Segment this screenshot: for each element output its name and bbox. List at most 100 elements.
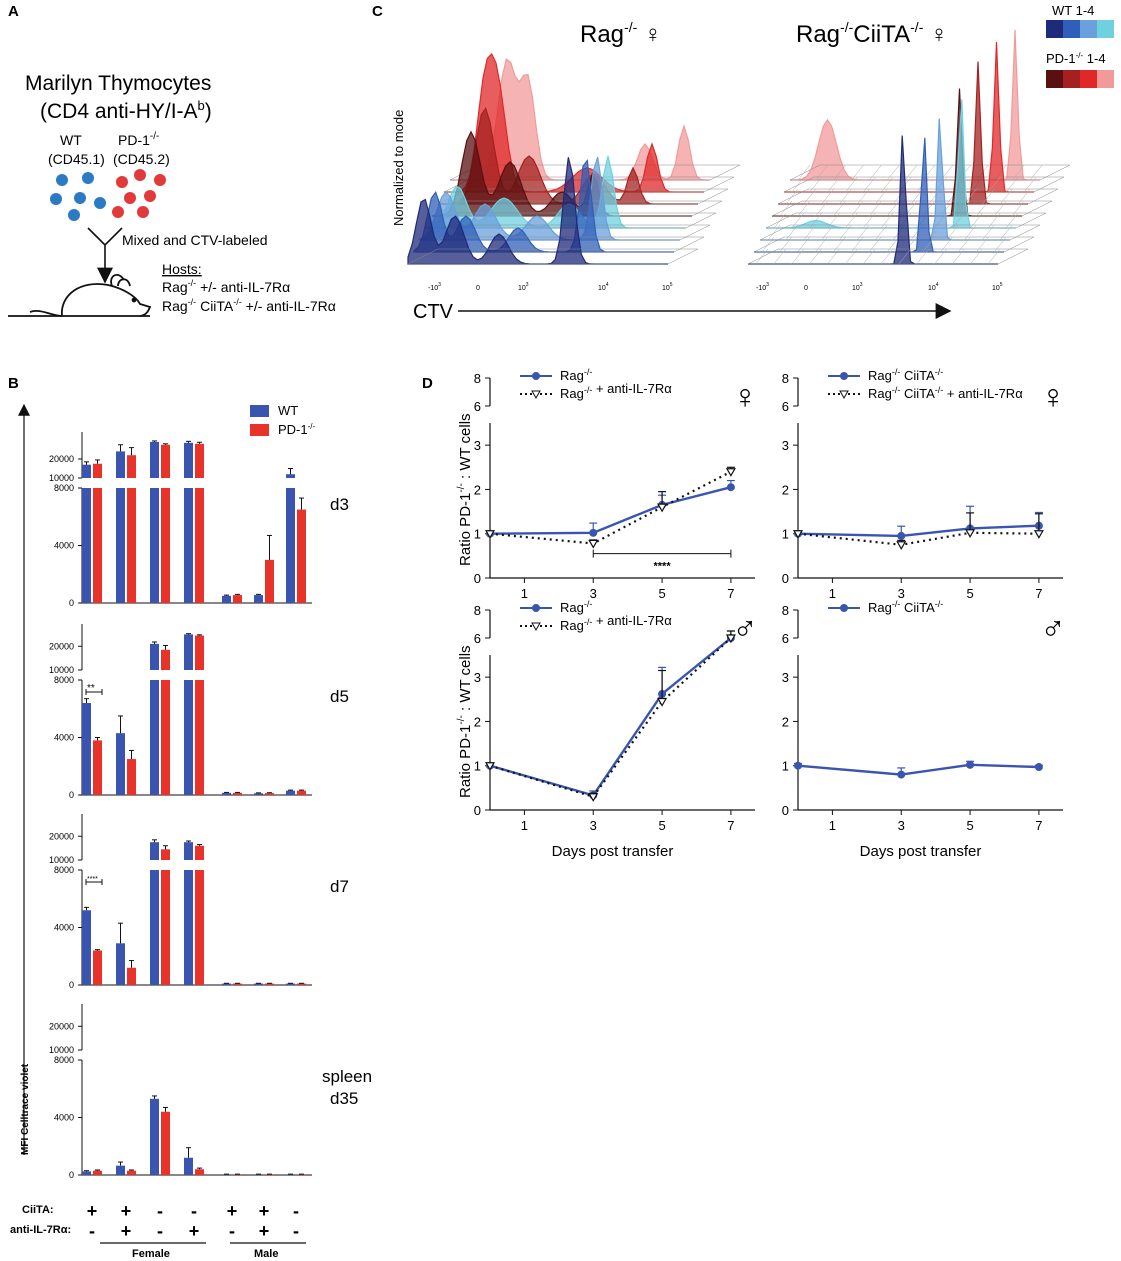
ciita-hatch-8-8	[898, 248, 912, 265]
rag-tick-label-5: 105	[662, 282, 673, 292]
upper-tick-label: 20000	[49, 641, 74, 651]
triangle-point	[792, 530, 804, 539]
ciita-hatch-4-6	[886, 200, 900, 217]
ciita-hatch-5-0	[773, 212, 787, 229]
ciita-hatch-7-1	[779, 236, 793, 253]
wt-bar	[254, 793, 263, 795]
circle-point	[589, 528, 598, 537]
pd1-bar-upper	[195, 845, 204, 860]
line-charts: 0 1 2 3 8 6 1 3 5 7 Ratio PD-1-/- : WT cells ♀ Rag-/…	[456, 367, 1066, 860]
panel-a-title-2: (CD4 anti-HY/I-Ab)	[40, 98, 212, 123]
panel-b-letter: B	[8, 375, 19, 392]
y-break-tick-label: 8	[474, 603, 481, 618]
panel-d-letter: D	[422, 375, 433, 392]
ciita-hatch-6-4	[839, 224, 852, 241]
y-tick-label: 3	[474, 438, 481, 453]
sex-symbol: ♂	[1040, 610, 1066, 648]
upper-tick-label: 20000	[49, 831, 74, 841]
wt-bar-lower	[184, 488, 193, 603]
ciita-hatch-6-3	[821, 224, 834, 241]
panel-d: D 0 1 2 3 8 6 1 3 5 7 Ratio PD-1-/- : WT cells ♀ Rag…	[422, 367, 1066, 860]
triangle-point	[657, 697, 668, 707]
panel-c-title-rag: Rag-/- ♀	[580, 19, 662, 48]
histogram-stack-rag	[407, 52, 741, 265]
pd1-bar	[265, 559, 274, 603]
pd1-marker: (CD45.2)	[113, 151, 170, 167]
wt-bar	[116, 733, 125, 795]
lower-tick-label: 0	[69, 980, 74, 990]
ciita-hatch-1-5	[887, 164, 900, 181]
ciita-hatch-6-0	[767, 224, 781, 241]
rag-tick-label-1: -103	[428, 282, 441, 292]
pd1-bar	[297, 983, 306, 985]
panel-c: C Rag-/- ♀ Rag-/-CiiTA-/- ♀ Normalized t…	[372, 3, 1114, 323]
pd1-bar-upper	[195, 635, 204, 670]
legend-pd1-label: PD-1-/- 1-4	[1046, 51, 1106, 66]
ciita-hatch-6-13	[999, 224, 1013, 241]
triangle-point	[657, 503, 668, 513]
mixing-arrow-icon	[87, 227, 123, 282]
pd1-bar	[265, 1174, 274, 1175]
wt-cells-icon	[50, 172, 106, 221]
lower-tick-label: 8000	[54, 483, 74, 493]
x-tick-label: 5	[966, 586, 973, 601]
ciita-hatch-3-0	[785, 188, 799, 205]
pd1-label: PD-1-/-	[118, 131, 159, 148]
ciita-hatch-7-13	[993, 236, 1007, 253]
ciita-hatch-4-12	[994, 200, 1007, 217]
series-line	[797, 763, 1039, 776]
wt-bar-lower	[184, 680, 193, 795]
wt-bar-lower	[116, 488, 125, 603]
ciita-hatch-8-2	[791, 248, 804, 265]
legend-wt-swatch-3	[1080, 20, 1097, 38]
bar-charts: 20000 10000 8000 4000 0 d3 2000010000800040000…	[49, 432, 372, 1180]
ciita-hatch-3-4	[857, 188, 870, 205]
host-rag-ciita: Rag-/- CiiTA-/- +/- anti-IL-7Rα	[162, 297, 336, 314]
line-chart-1: 0 1 2 3 8 6 1 3 5 7 Ratio PD-1-/- : WT cells ♀ Rag-/…	[456, 367, 758, 601]
y-tick-label: 0	[474, 571, 481, 586]
ciita-hatch-5-3	[827, 212, 840, 229]
mixed-label: Mixed and CTV-labeled	[122, 232, 268, 248]
pd1-bar-lower	[161, 488, 170, 603]
upper-tick-label: 10000	[49, 665, 74, 675]
y-break-tick-label: 6	[474, 399, 481, 414]
wt-bar-upper	[116, 451, 125, 478]
ciita-hatch-4-13	[1011, 200, 1025, 217]
legend-label: Rag-/-	[560, 367, 592, 383]
wt-bar-lower	[286, 488, 295, 603]
panel-b-ylabel: MFI Celltrace violet	[20, 1063, 31, 1155]
triangle-point	[965, 529, 976, 539]
legend-label: Rag-/-	[560, 599, 592, 615]
ciita-hatch-6-11	[964, 224, 977, 241]
ciita-hatch-5-11	[970, 212, 983, 229]
sex-symbol: ♀	[732, 378, 758, 416]
wt-bar	[254, 595, 263, 603]
chart-title: d3	[330, 495, 349, 514]
ciita-grid-plane-8	[747, 248, 1029, 265]
ciita-sign-1: +	[87, 1201, 98, 1221]
ciita-hatch-7-11	[958, 236, 971, 253]
ciita-hatch-4-11	[976, 200, 989, 217]
x-tick-label: 7	[727, 818, 734, 833]
ciita-hatch-3-2	[821, 188, 834, 205]
rag-tick-label-2: 0	[476, 285, 480, 292]
il7-sign-6: +	[259, 1221, 270, 1241]
pd1-bar-upper	[127, 455, 136, 478]
ciita-hatch-1-0	[797, 164, 811, 181]
rag-tick-label-3: 103	[518, 282, 529, 292]
ciita-hatch-3-12	[1000, 188, 1013, 205]
pd1-bar	[127, 967, 136, 985]
pd1-bar	[297, 790, 306, 795]
legend-wt-swatch-1	[1046, 20, 1063, 38]
pd1-bar	[233, 792, 242, 795]
wt-bar-lower	[150, 488, 159, 603]
ciita-hatch-8-4	[827, 248, 840, 265]
lower-tick-label: 4000	[54, 1113, 74, 1123]
rag-tick-label-4: 104	[598, 282, 609, 292]
ciita-hatch-7-3	[815, 236, 828, 253]
x-tick-label: 3	[590, 818, 597, 833]
wt-bar-upper	[150, 643, 159, 670]
sex-symbol: ♀	[1040, 378, 1066, 416]
ciita-hatch-6-10	[946, 224, 959, 241]
